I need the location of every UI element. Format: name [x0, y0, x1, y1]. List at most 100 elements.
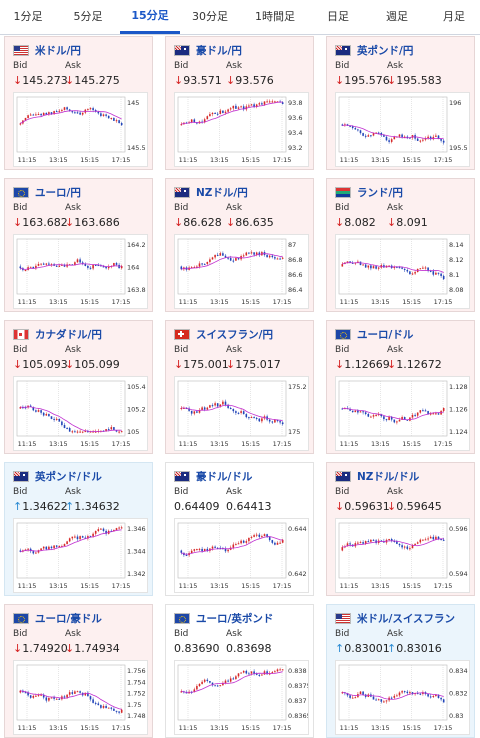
candle: [63, 107, 66, 110]
price-chart[interactable]: 11:15 13:15 15:15 17:15 105.4 105.2 105: [13, 376, 148, 451]
rate-card[interactable]: ユーロ/円 Bid Ask ↓163.682 ↓163.686 11:15 13:…: [4, 178, 153, 312]
candle: [40, 410, 42, 413]
candle: [81, 112, 84, 115]
candle: [100, 705, 102, 708]
time-tick: 13:15: [371, 724, 390, 732]
price-chart[interactable]: 11:15 13:15 15:15 17:15 0.838 0.8375 0.837 0.83…: [174, 660, 311, 735]
tab-4[interactable]: 1時間足: [255, 10, 295, 23]
time-tick: 11:15: [18, 298, 37, 306]
tab-6[interactable]: 週足: [386, 10, 408, 23]
pair-title[interactable]: 米ドル/円: [13, 43, 81, 58]
tab-0[interactable]: 1分足: [13, 10, 43, 23]
pair-title[interactable]: カナダドル/円: [13, 327, 102, 342]
pair-title[interactable]: ユーロ/ドル: [335, 327, 413, 342]
bid-value: ↓93.571: [174, 74, 222, 87]
rate-card[interactable]: 英ポンド/ドル Bid Ask ↑1.34622 ↑1.34632 11:15 1…: [4, 462, 153, 596]
price-chart[interactable]: 11:15 13:15 15:15 17:15 93.8 93.6 93.4 93.2: [174, 92, 309, 167]
pair-title[interactable]: ランド/円: [335, 185, 403, 200]
tab-2[interactable]: 15分足: [120, 0, 180, 34]
candle: [250, 536, 253, 538]
tab-3[interactable]: 30分足: [192, 10, 228, 23]
candle: [263, 534, 266, 537]
rate-card[interactable]: カナダドル/円 Bid Ask ↓105.093 ↓105.099 11:15 1…: [4, 320, 153, 454]
price-chart[interactable]: 11:15 13:15 15:15 17:15 164.2 164 163.8: [13, 234, 148, 309]
candle: [120, 431, 123, 433]
rate-card[interactable]: ランド/円 Bid Ask ↓8.082 ↓8.091 11:15 13:15 15…: [326, 178, 475, 312]
rate-card[interactable]: ユーロ/英ポンド Bid Ask 0.83690 0.83698 11:15 13…: [165, 604, 314, 738]
moving-average-line: [20, 690, 122, 710]
candle: [341, 264, 344, 267]
price-chart[interactable]: 11:15 13:15 15:15 17:15 87 86.8 86.6 86.4: [174, 234, 309, 309]
pair-title[interactable]: ユーロ/豪ドル: [13, 611, 102, 626]
price-chart[interactable]: 11:15 13:15 15:15 17:15 0.834 0.832 0.83: [335, 660, 470, 735]
tab-7[interactable]: 月足: [443, 10, 465, 23]
candle: [113, 118, 115, 121]
rate-card[interactable]: 豪ドル/ドル Bid Ask 0.64409 0.64413 11:15 13:1…: [165, 462, 314, 596]
rate-card[interactable]: NZドル/円 Bid Ask ↓86.628 ↓86.635 11:15 13:1…: [165, 178, 314, 312]
pair-name[interactable]: 米ドル/円: [35, 45, 81, 57]
pair-name[interactable]: ユーロ/円: [35, 187, 81, 199]
pair-title[interactable]: 豪ドル/ドル: [174, 469, 252, 484]
candle: [346, 543, 349, 547]
pair-title[interactable]: 豪ドル/円: [174, 43, 242, 58]
flag-icon: [13, 187, 29, 198]
candle: [380, 132, 383, 136]
pair-name[interactable]: 豪ドル/円: [196, 45, 242, 57]
pair-title[interactable]: 英ポンド/円: [335, 43, 413, 58]
candle: [367, 135, 370, 137]
price-chart[interactable]: 11:15 13:15 15:15 17:15 1.128 1.126 1.124: [335, 376, 470, 451]
candle: [266, 534, 268, 538]
ask-label: Ask: [226, 487, 243, 497]
candle: [357, 129, 359, 131]
price-chart[interactable]: 11:15 13:15 15:15 17:15 1.346 1.344 1.342: [13, 518, 148, 593]
pair-title[interactable]: ユーロ/英ポンド: [174, 611, 273, 626]
pair-title[interactable]: NZドル/ドル: [335, 469, 419, 484]
rate-card[interactable]: NZドル/ドル Bid Ask ↓0.59631 ↓0.59645 11:15 1…: [326, 462, 475, 596]
pair-name[interactable]: ユーロ/ドル: [357, 329, 414, 341]
rate-card[interactable]: 豪ドル/円 Bid Ask ↓93.571 ↓93.576 11:15 13:15…: [165, 36, 314, 170]
rate-card[interactable]: 米ドル/円 Bid Ask ↓145.273 ↓145.275 11:15 13:…: [4, 36, 153, 170]
ask-value: ↓93.576: [226, 74, 274, 87]
rate-card[interactable]: スイスフラン/円 Bid Ask ↓175.001 ↓175.017 11:15…: [165, 320, 314, 454]
price-tick: 196: [449, 99, 461, 107]
pair-name[interactable]: スイスフラン/円: [196, 329, 274, 341]
price-chart[interactable]: 11:15 13:15 15:15 17:15 0.644 0.642: [174, 518, 309, 593]
pair-name[interactable]: ランド/円: [357, 187, 403, 199]
rate-card[interactable]: ユーロ/ドル Bid Ask ↓1.12669 ↓1.12672 11:15 13…: [326, 320, 475, 454]
candle: [250, 104, 253, 106]
candle: [92, 431, 94, 433]
candle: [261, 103, 263, 105]
candle: [206, 548, 209, 551]
price-chart[interactable]: 11:15 13:15 15:15 17:15 196 195.5: [335, 92, 470, 167]
price-chart[interactable]: 11:15 13:15 15:15 17:15 145 145.5: [13, 92, 148, 167]
price-chart[interactable]: 11:15 13:15 15:15 17:15 175.2 175: [174, 376, 309, 451]
pair-name[interactable]: カナダドル/円: [35, 329, 102, 341]
pair-title[interactable]: スイスフラン/円: [174, 327, 273, 342]
arrow-down-icon: ↓: [13, 358, 23, 371]
pair-title[interactable]: 米ドル/スイスフラン: [335, 611, 455, 626]
candle: [92, 108, 94, 111]
pair-name[interactable]: ユーロ/豪ドル: [35, 613, 102, 625]
candle: [364, 412, 367, 415]
pair-name[interactable]: NZドル/ドル: [357, 471, 420, 483]
pair-name[interactable]: NZドル/円: [196, 187, 248, 199]
pair-name[interactable]: 豪ドル/ドル: [196, 471, 253, 483]
rate-card[interactable]: ユーロ/豪ドル Bid Ask ↓1.74920 ↓1.74934 11:15 1…: [4, 604, 153, 738]
candle: [232, 678, 235, 680]
candle: [250, 252, 253, 254]
price-tick: 0.644: [288, 525, 307, 533]
pair-title[interactable]: 英ポンド/ドル: [13, 469, 102, 484]
pair-name[interactable]: ユーロ/英ポンド: [196, 613, 274, 625]
pair-name[interactable]: 英ポンド/ドル: [35, 471, 102, 483]
rate-card[interactable]: 英ポンド/円 Bid Ask ↓195.576 ↓195.583 11:15 13…: [326, 36, 475, 170]
pair-title[interactable]: NZドル/円: [174, 185, 248, 200]
pair-name[interactable]: 米ドル/スイスフラン: [357, 613, 456, 625]
rate-card[interactable]: 米ドル/スイスフラン Bid Ask ↑0.83001 ↑0.83016 11:…: [326, 604, 475, 738]
pair-title[interactable]: ユーロ/円: [13, 185, 81, 200]
price-chart[interactable]: 11:15 13:15 15:15 17:15 1.756 1.754 1.752 1.75 1…: [13, 660, 148, 735]
price-chart[interactable]: 11:15 13:15 15:15 17:15 0.596 0.594: [335, 518, 470, 593]
tab-5[interactable]: 日足: [327, 10, 349, 23]
pair-name[interactable]: 英ポンド/円: [357, 45, 414, 57]
tab-1[interactable]: 5分足: [73, 10, 103, 23]
price-chart[interactable]: 11:15 13:15 15:15 17:15 8.14 8.12 8.1 8.08: [335, 234, 470, 309]
